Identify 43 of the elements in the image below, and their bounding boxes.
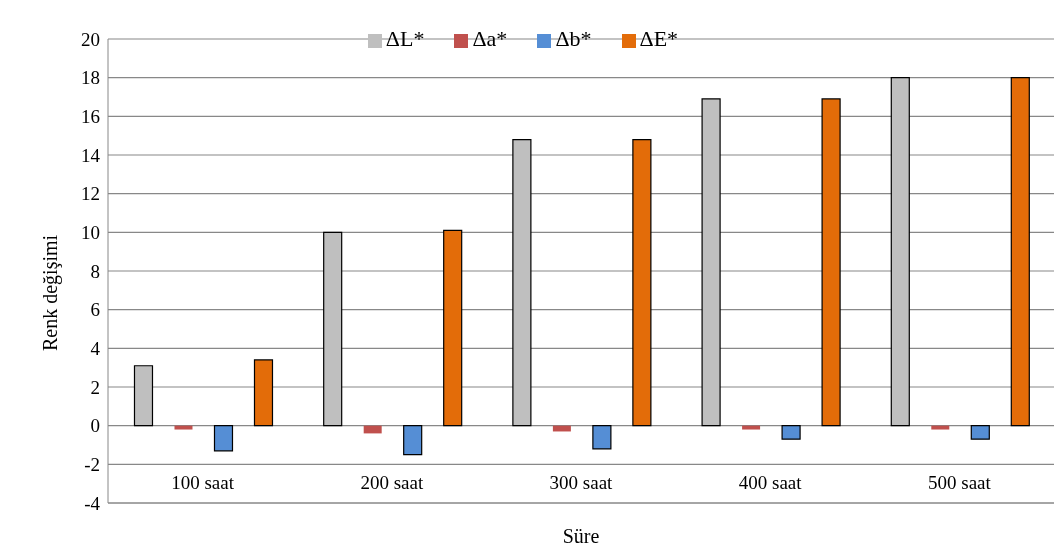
bar <box>592 425 612 450</box>
x-tick-label: 100 saat <box>171 472 235 493</box>
y-axis-title: Renk değişimi <box>39 234 63 351</box>
y-tick-label: -4 <box>84 492 101 514</box>
bar <box>781 425 801 440</box>
y-tick-label: 4 <box>90 338 101 360</box>
bar <box>443 229 463 427</box>
bar <box>133 365 154 427</box>
x-tick-label: 300 saat <box>549 472 614 493</box>
y-tick-label: 20 <box>81 28 100 50</box>
y-tick-label: 12 <box>81 183 100 205</box>
x-tick-label: 200 saat <box>360 472 424 493</box>
bar <box>701 98 721 427</box>
bar <box>512 138 532 427</box>
bar <box>1010 77 1030 427</box>
bar <box>174 425 193 430</box>
y-tick-label: 16 <box>81 106 100 128</box>
y-tick-label: -2 <box>84 454 100 476</box>
y-tick-label: 2 <box>90 376 100 398</box>
bar <box>931 425 950 430</box>
x-tick-label: 500 saat <box>928 472 992 493</box>
legend-label: ΔE* <box>639 26 679 51</box>
bar <box>363 425 382 434</box>
x-tick-label: 400 saat <box>738 472 803 493</box>
x-axis-title: Süre <box>562 525 600 547</box>
legend-label: ΔL* <box>385 26 425 51</box>
bar <box>970 425 990 440</box>
bar <box>821 98 841 427</box>
legend-label: Δa* <box>472 26 508 51</box>
y-tick-label: 18 <box>81 67 100 89</box>
y-tick-label: 14 <box>81 144 101 166</box>
bar <box>213 425 234 452</box>
y-tick-label: 8 <box>90 260 100 282</box>
bar <box>253 359 274 427</box>
y-tick-label: 10 <box>81 222 100 244</box>
bar <box>403 425 423 456</box>
bar <box>323 231 343 427</box>
bar <box>742 425 761 430</box>
bar <box>632 138 652 427</box>
bar <box>890 77 910 427</box>
y-tick-label: 0 <box>90 415 100 437</box>
legend-label: Δb* <box>555 26 592 51</box>
y-tick-label: 6 <box>90 299 100 321</box>
